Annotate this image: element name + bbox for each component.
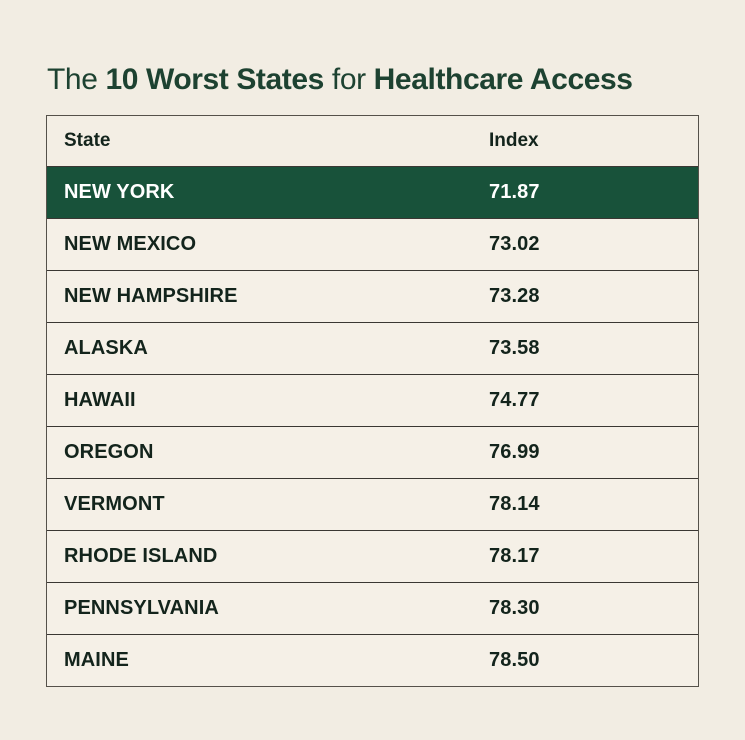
page-title: The 10 Worst States for Healthcare Acces… [47,62,633,98]
healthcare-access-table: State Index NEW YORK 71.87 NEW MEXICO 73… [46,115,699,687]
column-header-state: State [64,130,111,151]
table-row-vermont: VERMONT 78.14 [47,478,698,530]
column-header-index: Index [489,130,539,151]
state-cell: HAWAII [64,389,136,411]
title-bold-2: Healthcare Access [373,63,633,97]
index-cell: 78.30 [489,597,540,619]
index-cell: 74.77 [489,389,540,411]
state-cell: NEW YORK [64,181,175,203]
table-row-maine: MAINE 78.50 [47,634,698,686]
state-cell: VERMONT [64,493,165,515]
table-row-hawaii: HAWAII 74.77 [47,374,698,426]
index-cell: 78.14 [489,493,540,515]
state-cell: NEW MEXICO [64,233,197,255]
index-cell: 78.17 [489,545,540,567]
state-cell: RHODE ISLAND [64,545,218,567]
table-row-new-mexico: NEW MEXICO 73.02 [47,218,698,270]
title-part-2: for [323,63,374,97]
title-part-1: The [47,63,106,97]
title-bold-1: 10 Worst States [105,63,324,97]
table-row-pennsylvania: PENNSYLVANIA 78.30 [47,582,698,634]
state-cell: OREGON [64,441,154,463]
table-row-new-hampshire: NEW HAMPSHIRE 73.28 [47,270,698,322]
index-cell: 73.58 [489,337,540,359]
table-row-new-york: NEW YORK 71.87 [47,166,698,218]
state-cell: NEW HAMPSHIRE [64,285,238,307]
state-cell: MAINE [64,649,129,671]
table-row-alaska: ALASKA 73.58 [47,322,698,374]
index-cell: 71.87 [489,181,540,203]
index-cell: 76.99 [489,441,540,463]
table-body: NEW YORK 71.87 NEW MEXICO 73.02 NEW HAMP… [47,166,698,686]
index-cell: 78.50 [489,649,540,671]
state-cell: ALASKA [64,337,148,359]
table-row-oregon: OREGON 76.99 [47,426,698,478]
table-row-rhode-island: RHODE ISLAND 78.17 [47,530,698,582]
index-cell: 73.02 [489,233,540,255]
state-cell: PENNSYLVANIA [64,597,219,619]
index-cell: 73.28 [489,285,540,307]
table-header-row: State Index [47,116,698,166]
